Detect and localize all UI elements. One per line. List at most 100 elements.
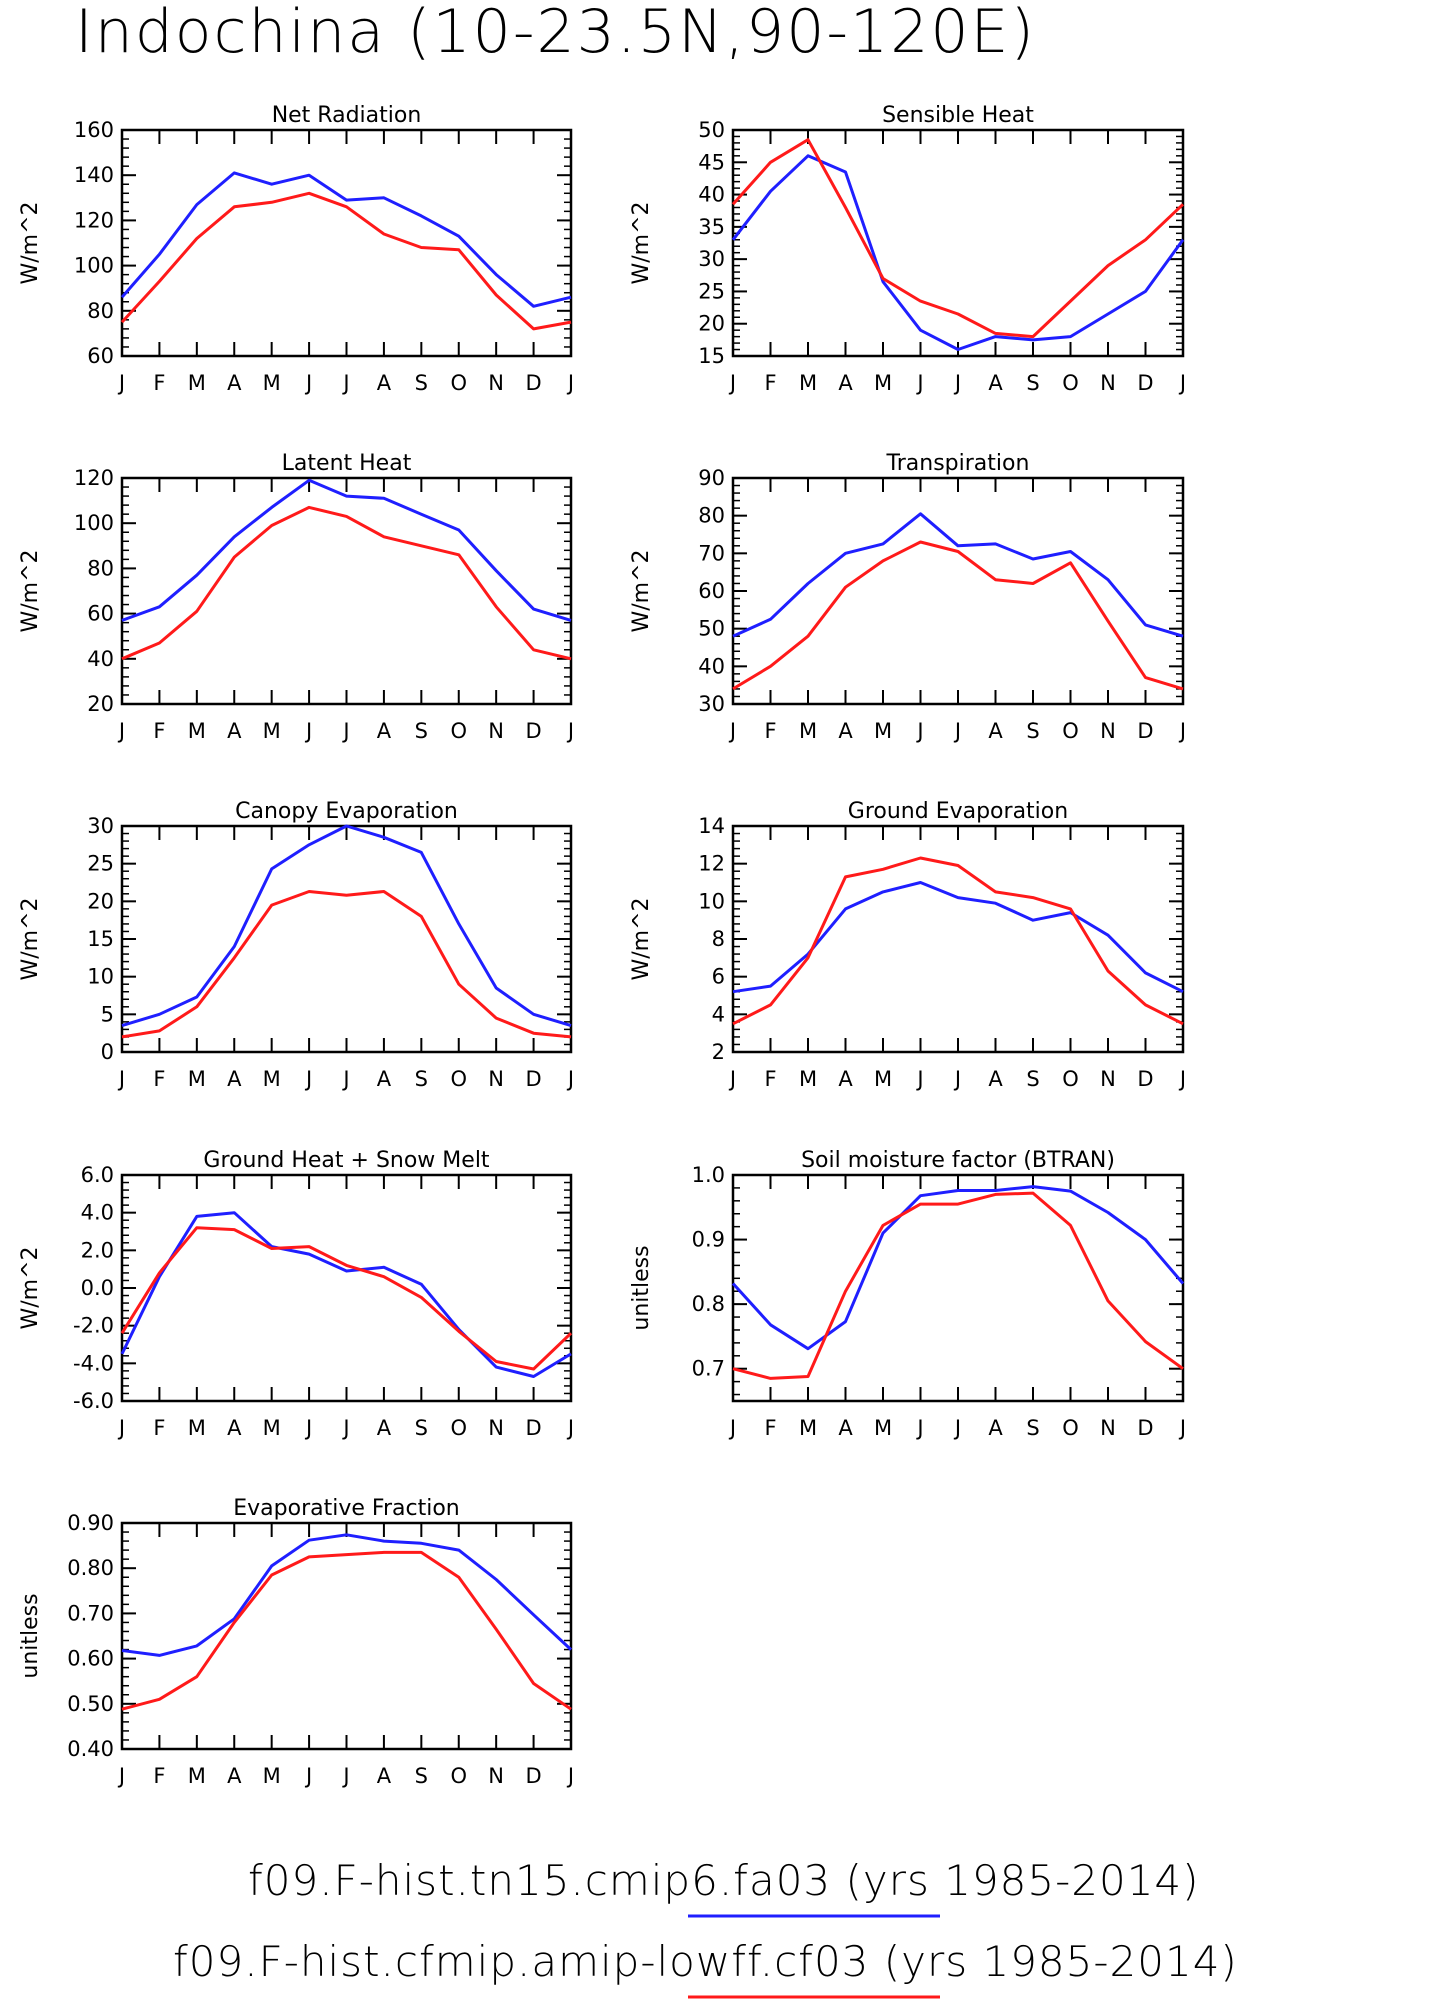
y-tick-label: 0.80 [67, 1556, 114, 1580]
x-tick-label: A [838, 719, 853, 743]
x-tick-label: M [188, 371, 206, 395]
page-title: Indochina (10-23.5N,90-120E) [75, 0, 1036, 67]
y-tick-label: 30 [698, 247, 725, 271]
x-tick-label: J [117, 1764, 125, 1788]
x-tick-label: O [1062, 1067, 1079, 1091]
y-tick-label: 30 [698, 692, 725, 716]
x-tick-label: M [188, 1416, 206, 1440]
x-tick-label: J [1178, 719, 1186, 743]
y-tick-label: 60 [698, 579, 725, 603]
y-tick-label: 15 [698, 344, 725, 368]
x-tick-label: S [1026, 1416, 1039, 1440]
y-tick-label: 20 [87, 889, 114, 913]
y-axis-label: W/m^2 [629, 897, 654, 980]
x-tick-label: O [1062, 719, 1079, 743]
y-tick-label: 60 [87, 344, 114, 368]
x-tick-label: N [488, 719, 504, 743]
series-line-2 [121, 505, 572, 661]
x-tick-label: S [415, 1416, 428, 1440]
y-tick-label: 25 [87, 852, 114, 876]
plot-frame [731, 824, 1185, 1054]
series-line-2 [731, 138, 1185, 339]
x-tick-label: N [1100, 1416, 1116, 1440]
panel-title: Sensible Heat [882, 103, 1034, 128]
x-tick-label: J [728, 1067, 736, 1091]
x-tick-label: J [1178, 1416, 1186, 1440]
x-tick-label: M [799, 719, 817, 743]
x-tick-label: M [263, 719, 281, 743]
series-line-1 [121, 1533, 573, 1657]
panel-title: Canopy Evaporation [235, 799, 458, 824]
y-tick-label: 0.60 [67, 1647, 114, 1671]
x-tick-label: A [377, 719, 392, 743]
y-tick-label: 25 [698, 279, 725, 303]
x-tick-label: J [915, 1067, 923, 1091]
x-tick-label: M [799, 1416, 817, 1440]
y-tick-label: 35 [698, 215, 725, 239]
chart-panel: Soil moisture factor (BTRAN) 0.7 0.8 0.9 1.0… [629, 1148, 1186, 1440]
y-tick-label: 120 [74, 466, 114, 490]
y-tick-label: 45 [698, 150, 725, 174]
x-tick-label: A [377, 371, 392, 395]
y-axis-label: W/m^2 [18, 1246, 43, 1329]
x-tick-label: F [764, 719, 776, 743]
x-tick-label: F [764, 1416, 776, 1440]
x-tick-label: O [450, 1067, 467, 1091]
x-tick-label: D [525, 1067, 541, 1091]
y-tick-label: 20 [87, 692, 114, 716]
x-tick-label: N [1100, 1067, 1116, 1091]
series-line-2 [120, 191, 572, 331]
x-tick-label: J [341, 371, 349, 395]
y-tick-label: 0.70 [67, 1601, 114, 1625]
series-line-1 [121, 478, 572, 622]
x-tick-label: D [1137, 371, 1153, 395]
x-tick-label: S [415, 1764, 428, 1788]
y-tick-label: -2.0 [73, 1314, 114, 1338]
x-tick-label: A [227, 719, 242, 743]
y-tick-label: 1.0 [692, 1163, 725, 1187]
x-tick-label: A [838, 1416, 853, 1440]
y-tick-label: 40 [87, 647, 114, 671]
x-tick-label: J [341, 1764, 349, 1788]
x-tick-label: J [117, 1067, 125, 1091]
plot-frame [120, 476, 573, 706]
x-tick-label: J [953, 719, 961, 743]
x-tick-label: J [915, 719, 923, 743]
y-tick-label: 10 [87, 965, 114, 989]
series-line-2 [732, 1191, 1184, 1380]
y-tick-label: 20 [698, 312, 725, 336]
x-tick-label: S [415, 371, 428, 395]
x-tick-label: M [799, 371, 817, 395]
y-tick-label: 2.0 [81, 1238, 114, 1262]
x-tick-label: J [117, 719, 125, 743]
x-tick-label: M [263, 371, 281, 395]
y-axis-label: W/m^2 [18, 897, 43, 980]
x-tick-label: S [1026, 719, 1039, 743]
y-tick-label: 140 [74, 163, 114, 187]
y-tick-label: 50 [698, 118, 725, 142]
y-tick-label: 6 [712, 965, 725, 989]
y-tick-label: 70 [698, 541, 725, 565]
y-axis-label: unitless [629, 1245, 654, 1330]
y-tick-label: -6.0 [73, 1389, 114, 1413]
y-tick-label: 5 [101, 1002, 114, 1026]
y-tick-label: 4.0 [81, 1201, 114, 1225]
y-tick-label: 100 [74, 254, 114, 278]
panel-title: Transpiration [886, 451, 1030, 476]
x-tick-label: A [988, 719, 1003, 743]
x-tick-label: A [227, 1067, 242, 1091]
plot-frame [120, 1173, 573, 1403]
x-tick-label: M [263, 1416, 281, 1440]
series-line-1 [731, 1185, 1185, 1351]
x-tick-label: M [263, 1764, 281, 1788]
y-tick-label: 0.8 [692, 1292, 725, 1316]
x-tick-label: J [566, 719, 574, 743]
x-tick-label: D [1137, 1416, 1153, 1440]
y-tick-label: 6.0 [81, 1163, 114, 1187]
x-tick-label: A [227, 1416, 242, 1440]
x-tick-label: J [728, 719, 736, 743]
x-tick-label: J [304, 1764, 312, 1788]
y-tick-label: 80 [87, 299, 114, 323]
x-tick-label: A [227, 371, 242, 395]
